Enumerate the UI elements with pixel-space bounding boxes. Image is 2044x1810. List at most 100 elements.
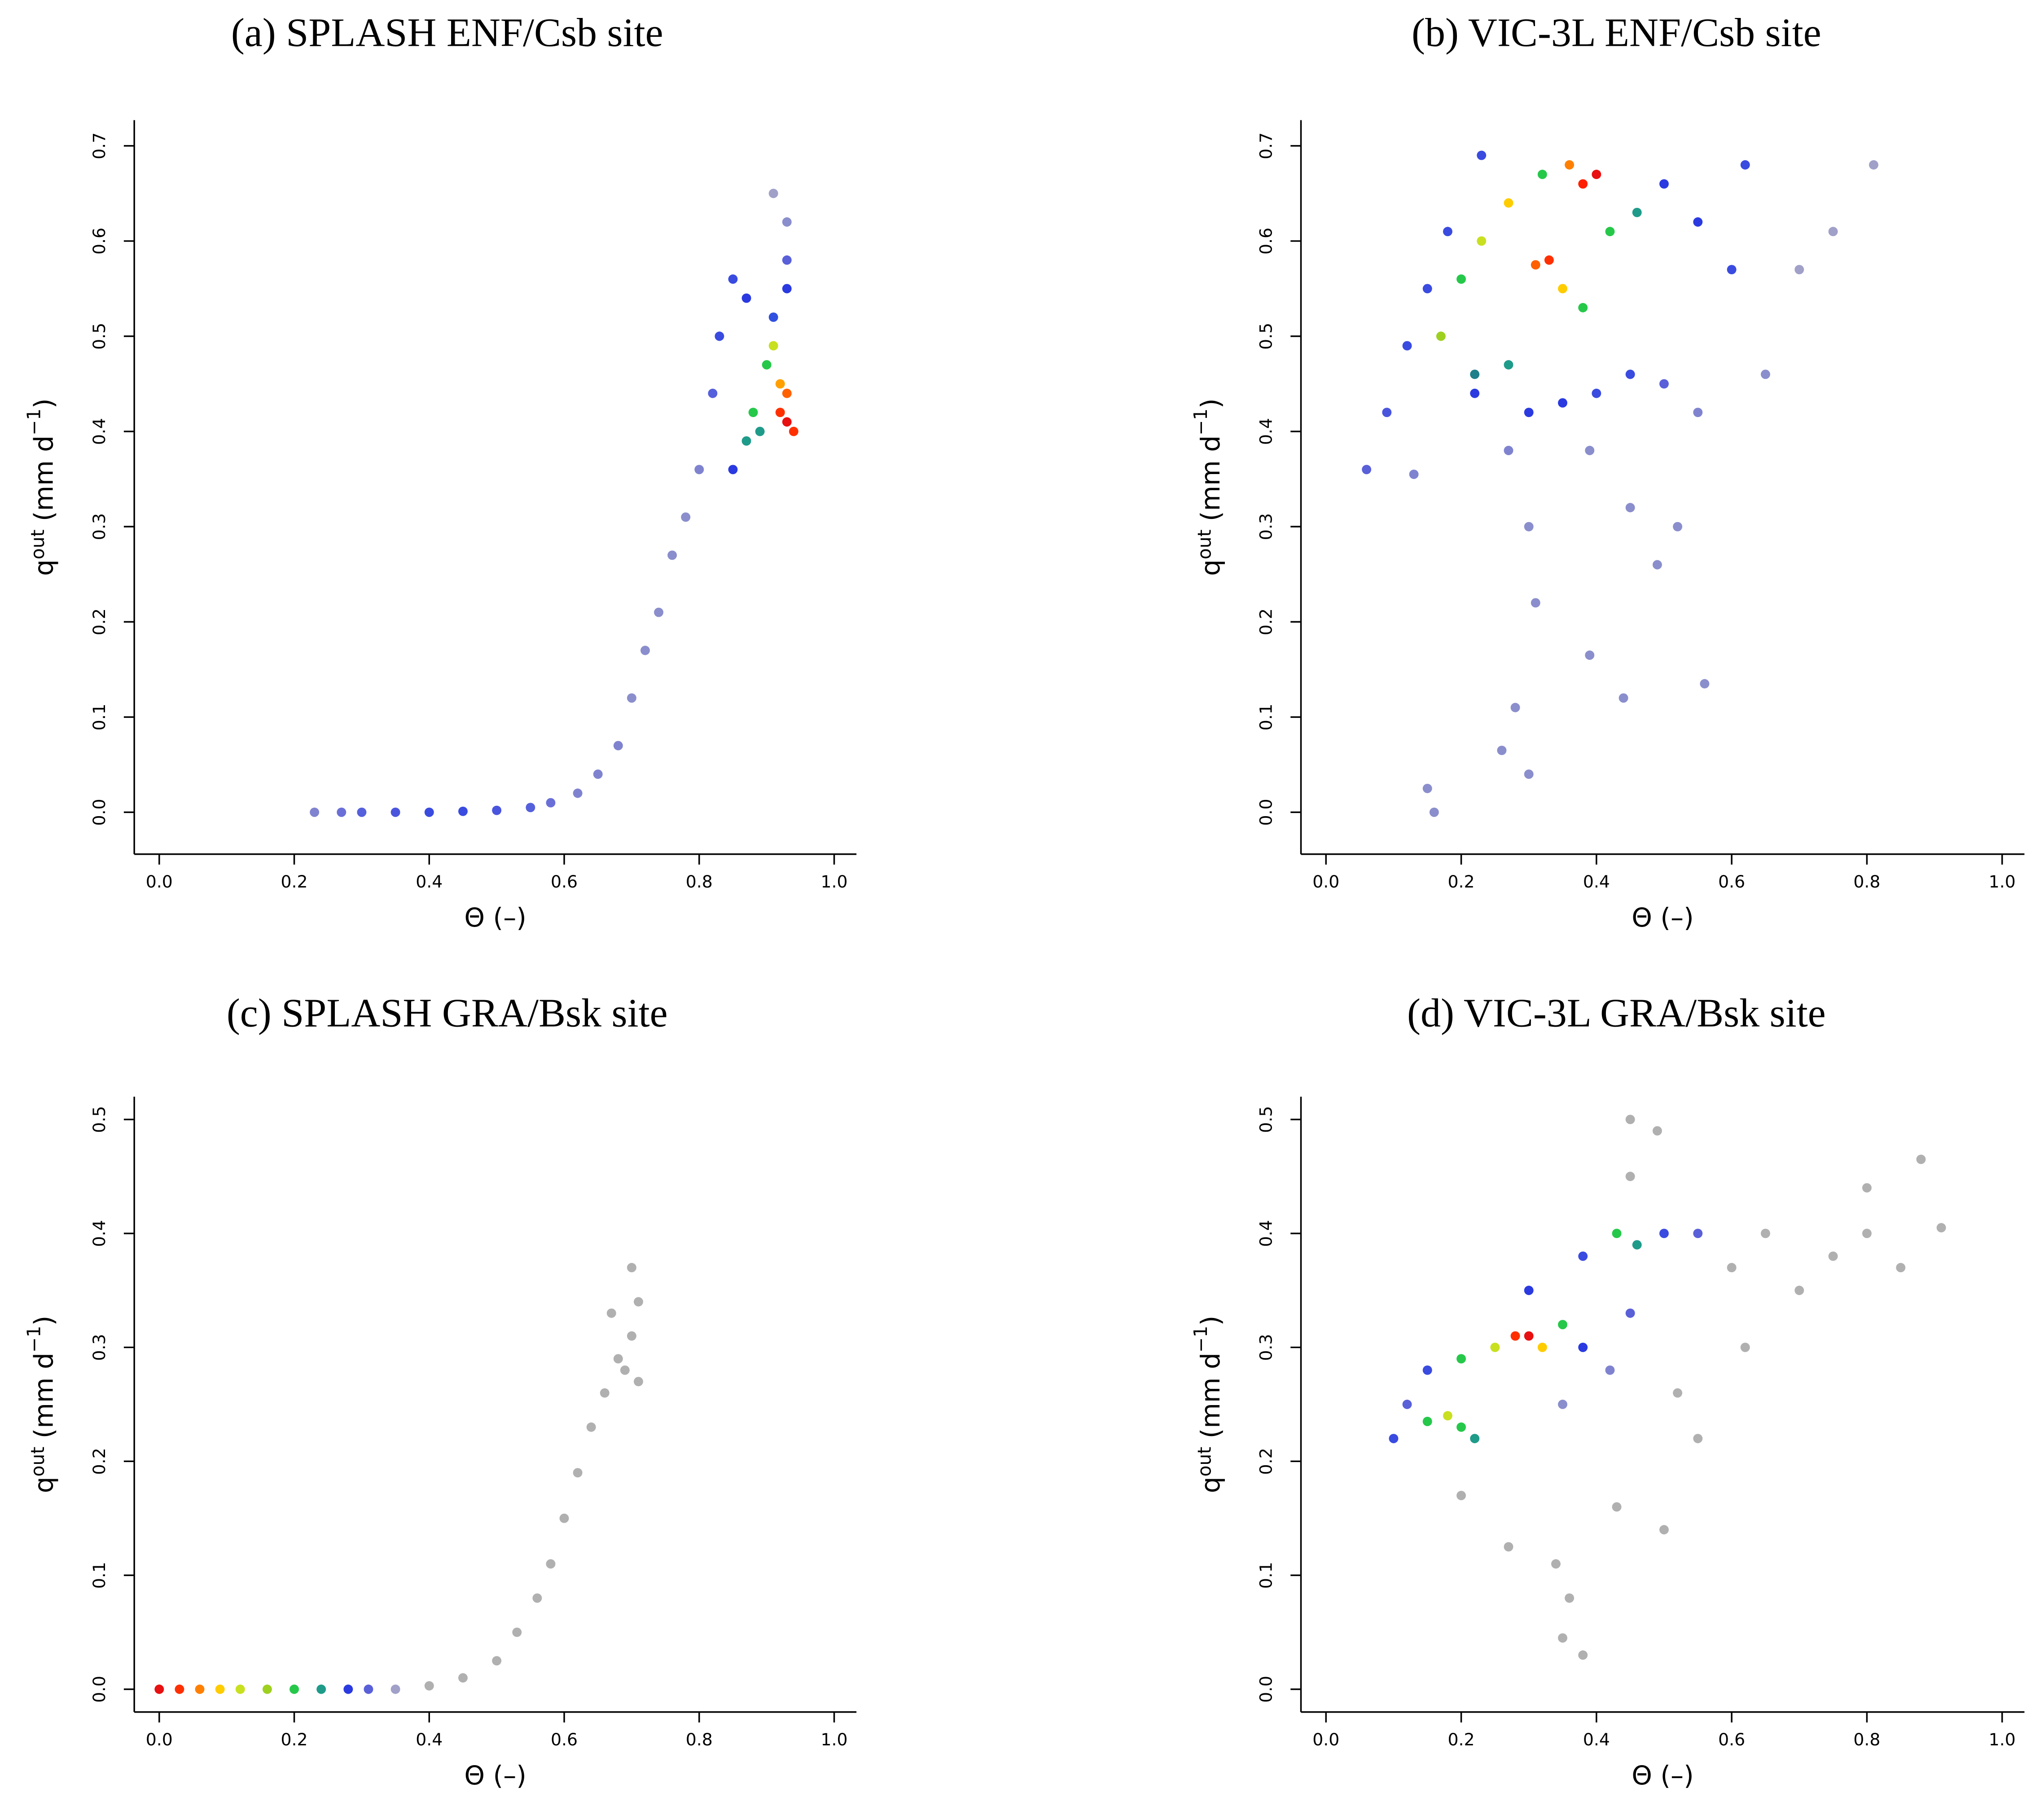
point [1652, 1126, 1662, 1136]
point [1625, 1115, 1635, 1125]
panel: (a) SPLASH ENF/Csb site 0.0 0.2 0.4 0.6 0.8 1.… [23, 10, 857, 933]
x-tick-label: 0.6 [1718, 872, 1745, 892]
point [1422, 1365, 1432, 1375]
point [1537, 1342, 1547, 1352]
point [1740, 1342, 1750, 1352]
point [1605, 227, 1615, 237]
point [1693, 217, 1703, 227]
x-axis-label: Θ (–) [464, 902, 526, 933]
point [782, 417, 792, 427]
point [546, 1559, 556, 1569]
point [1443, 1411, 1452, 1421]
point [492, 1656, 502, 1666]
chart-title: (a) SPLASH ENF/Csb site [231, 10, 663, 55]
point [1565, 160, 1575, 170]
y-tick-label: 0.2 [89, 608, 109, 635]
point [1565, 1593, 1575, 1603]
point [782, 388, 792, 398]
y-tick-label: 0.7 [89, 132, 109, 159]
point [1585, 446, 1595, 455]
point [1619, 693, 1628, 703]
x-axis-label: Θ (–) [464, 1760, 526, 1791]
x-tick-label: 0.8 [1853, 1730, 1880, 1749]
y-tick-label: 0.1 [89, 703, 109, 730]
point [1558, 398, 1567, 408]
point [1794, 1286, 1804, 1295]
y-tick-label: 0.4 [1256, 1220, 1276, 1247]
chart-title: (b) VIC-3L ENF/Csb site [1412, 10, 1821, 55]
point [1504, 1542, 1513, 1552]
point [775, 408, 785, 417]
point [667, 550, 677, 560]
point [215, 1684, 225, 1694]
y-tick-label: 0.5 [1256, 323, 1276, 350]
y-axis-label-part: ) [1195, 398, 1226, 409]
point [1504, 446, 1513, 455]
point [633, 1377, 643, 1387]
x-tick-label: 1.0 [821, 1730, 848, 1749]
point [573, 1468, 583, 1478]
y-tick-label: 0.3 [1256, 1334, 1276, 1361]
y-tick-label: 0.1 [1256, 703, 1276, 730]
point [1625, 503, 1635, 513]
point [633, 1297, 643, 1307]
point [1612, 1502, 1622, 1512]
y-tick-label: 0.0 [1256, 1676, 1276, 1703]
point [195, 1684, 205, 1694]
point [1402, 341, 1412, 351]
point [1429, 807, 1439, 817]
y-axis-label-part: out [27, 1447, 48, 1477]
point [654, 607, 664, 617]
y-tick-label: 0.2 [1256, 608, 1276, 635]
x-tick-label: 0.4 [416, 872, 443, 892]
x-tick-label: 0.0 [146, 872, 173, 892]
point [424, 1681, 434, 1691]
point [458, 1673, 468, 1683]
y-tick-label: 0.6 [89, 228, 109, 255]
point [593, 769, 603, 779]
point [1578, 1251, 1588, 1261]
point [728, 465, 738, 474]
y-axis-label-part: (mm d [1195, 435, 1226, 530]
point [512, 1627, 522, 1637]
point [1504, 360, 1513, 370]
point [613, 741, 623, 751]
point [1578, 1342, 1588, 1352]
point [627, 693, 636, 703]
point [1537, 170, 1547, 179]
point [1659, 1525, 1669, 1535]
point [613, 1354, 623, 1364]
point [708, 388, 718, 398]
x-tick-label: 0.4 [416, 1730, 443, 1749]
point [573, 788, 583, 798]
point [1761, 369, 1770, 379]
y-axis-label-part: (mm d [1195, 1353, 1226, 1447]
point [741, 293, 751, 303]
panel: (d) VIC-3L GRA/Bsk site 0.0 0.2 0.4 0.6 0.8 1.… [1190, 991, 2025, 1791]
point [310, 807, 320, 817]
point [1382, 408, 1392, 417]
y-axis-label-part: −1 [23, 409, 44, 435]
point [1456, 274, 1466, 284]
point [337, 807, 347, 817]
point [1409, 470, 1419, 479]
x-tick-label: 0.4 [1583, 872, 1610, 892]
x-tick-label: 0.2 [281, 1730, 308, 1749]
point [1625, 369, 1635, 379]
point [1896, 1263, 1906, 1273]
point [357, 807, 367, 817]
point [1443, 227, 1452, 237]
point [1659, 1229, 1669, 1239]
point [1673, 1388, 1683, 1398]
point [1578, 179, 1588, 189]
y-axis-label: qout (mm d−1) [23, 1316, 59, 1494]
point [458, 806, 468, 816]
point [1544, 255, 1554, 265]
point [1558, 284, 1567, 294]
y-tick-label: 0.0 [1256, 799, 1276, 826]
point [762, 360, 772, 370]
point [1389, 1434, 1399, 1443]
point [289, 1684, 299, 1694]
point [1828, 227, 1838, 237]
